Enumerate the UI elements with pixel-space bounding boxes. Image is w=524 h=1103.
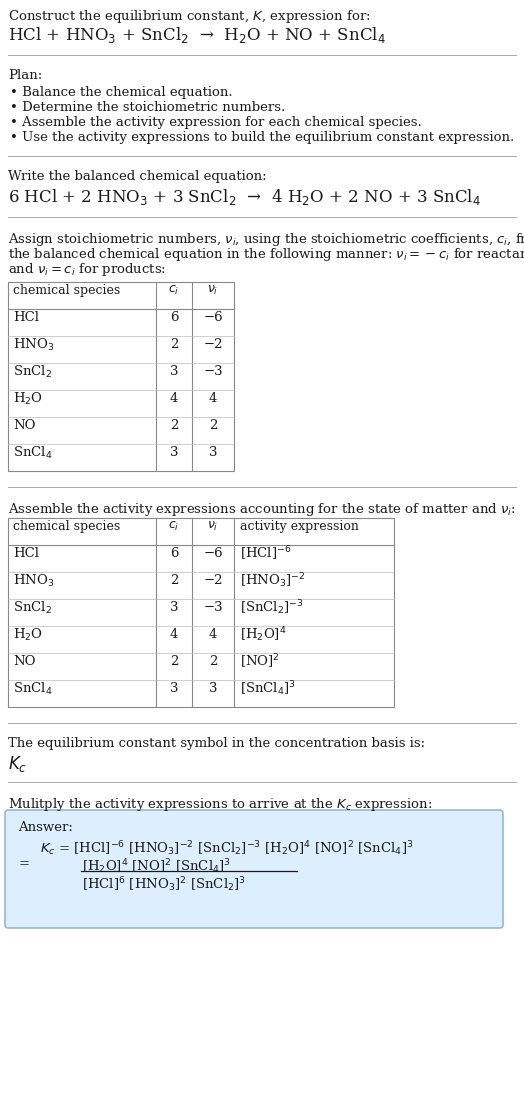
Text: $K_c$: $K_c$: [8, 754, 27, 774]
Text: SnCl$_2$: SnCl$_2$: [13, 599, 52, 615]
Text: and $\nu_i = c_i$ for products:: and $\nu_i = c_i$ for products:: [8, 261, 166, 278]
Text: SnCl$_4$: SnCl$_4$: [13, 445, 52, 461]
Text: 2: 2: [209, 655, 217, 668]
Text: HCl: HCl: [13, 547, 39, 560]
Text: 6: 6: [170, 547, 178, 560]
Text: the balanced chemical equation in the following manner: $\nu_i = -c_i$ for react: the balanced chemical equation in the fo…: [8, 246, 524, 263]
Text: $\nu_i$: $\nu_i$: [208, 520, 219, 533]
Text: [HCl]$^6$ [HNO$_3$]$^2$ [SnCl$_2$]$^3$: [HCl]$^6$ [HNO$_3$]$^2$ [SnCl$_2$]$^3$: [82, 875, 246, 893]
Text: chemical species: chemical species: [13, 283, 120, 297]
Text: • Balance the chemical equation.: • Balance the chemical equation.: [10, 86, 233, 99]
Bar: [8, 282, 234, 471]
Text: 3: 3: [209, 446, 217, 459]
Text: Construct the equilibrium constant, $K$, expression for:: Construct the equilibrium constant, $K$,…: [8, 8, 370, 25]
Text: 2: 2: [170, 419, 178, 432]
Text: 3: 3: [170, 365, 178, 378]
Text: 3: 3: [170, 446, 178, 459]
Text: • Determine the stoichiometric numbers.: • Determine the stoichiometric numbers.: [10, 101, 285, 114]
Text: • Use the activity expressions to build the equilibrium constant expression.: • Use the activity expressions to build …: [10, 131, 514, 144]
Text: H$_2$O: H$_2$O: [13, 627, 43, 643]
Text: chemical species: chemical species: [13, 520, 120, 533]
Text: 2: 2: [170, 574, 178, 587]
Text: 3: 3: [209, 682, 217, 695]
Text: −3: −3: [203, 365, 223, 378]
Text: $c_i$: $c_i$: [168, 520, 180, 533]
Text: HNO$_3$: HNO$_3$: [13, 572, 54, 589]
FancyBboxPatch shape: [5, 810, 503, 928]
Text: HCl + HNO$_3$ + SnCl$_2$  →  H$_2$O + NO + SnCl$_4$: HCl + HNO$_3$ + SnCl$_2$ → H$_2$O + NO +…: [8, 25, 386, 45]
Text: [SnCl$_2$]$^{-3}$: [SnCl$_2$]$^{-3}$: [240, 598, 304, 617]
Text: NO: NO: [13, 419, 36, 432]
Text: [HNO$_3$]$^{-2}$: [HNO$_3$]$^{-2}$: [240, 571, 305, 590]
Text: −2: −2: [203, 574, 223, 587]
Text: Write the balanced chemical equation:: Write the balanced chemical equation:: [8, 170, 267, 183]
Text: H$_2$O: H$_2$O: [13, 390, 43, 407]
Text: 2: 2: [170, 338, 178, 351]
Text: $c_i$: $c_i$: [168, 283, 180, 297]
Text: The equilibrium constant symbol in the concentration basis is:: The equilibrium constant symbol in the c…: [8, 737, 425, 750]
Text: 4: 4: [170, 392, 178, 405]
Text: NO: NO: [13, 655, 36, 668]
Text: 3: 3: [170, 682, 178, 695]
Text: 6 HCl + 2 HNO$_3$ + 3 SnCl$_2$  →  4 H$_2$O + 2 NO + 3 SnCl$_4$: 6 HCl + 2 HNO$_3$ + 3 SnCl$_2$ → 4 H$_2$…: [8, 188, 481, 207]
Text: [H$_2$O]$^4$ [NO]$^2$ [SnCl$_4$]$^3$: [H$_2$O]$^4$ [NO]$^2$ [SnCl$_4$]$^3$: [82, 857, 231, 876]
Text: −3: −3: [203, 601, 223, 614]
Text: Mulitply the activity expressions to arrive at the $K_c$ expression:: Mulitply the activity expressions to arr…: [8, 796, 432, 813]
Text: 4: 4: [209, 628, 217, 641]
Text: =: =: [18, 857, 29, 870]
Text: 4: 4: [170, 628, 178, 641]
Text: [SnCl$_4$]$^3$: [SnCl$_4$]$^3$: [240, 679, 296, 698]
Text: SnCl$_4$: SnCl$_4$: [13, 681, 52, 697]
Text: $K_c$ = [HCl]$^{-6}$ [HNO$_3$]$^{-2}$ [SnCl$_2$]$^{-3}$ [H$_2$O]$^4$ [NO]$^2$ [S: $K_c$ = [HCl]$^{-6}$ [HNO$_3$]$^{-2}$ [S…: [40, 839, 413, 858]
Text: Assemble the activity expressions accounting for the state of matter and $\nu_i$: Assemble the activity expressions accoun…: [8, 501, 516, 518]
Text: • Assemble the activity expression for each chemical species.: • Assemble the activity expression for e…: [10, 116, 422, 129]
Text: 2: 2: [209, 419, 217, 432]
Text: $\nu_i$: $\nu_i$: [208, 283, 219, 297]
Text: 3: 3: [170, 601, 178, 614]
Text: activity expression: activity expression: [240, 520, 359, 533]
Text: 2: 2: [170, 655, 178, 668]
Text: HNO$_3$: HNO$_3$: [13, 336, 54, 353]
Text: −6: −6: [203, 311, 223, 324]
Text: −2: −2: [203, 338, 223, 351]
Bar: [8, 518, 394, 707]
Text: [HCl]$^{-6}$: [HCl]$^{-6}$: [240, 544, 291, 563]
Text: Answer:: Answer:: [18, 821, 73, 834]
Text: [NO]$^2$: [NO]$^2$: [240, 652, 280, 671]
Text: Assign stoichiometric numbers, $\nu_i$, using the stoichiometric coefficients, $: Assign stoichiometric numbers, $\nu_i$, …: [8, 231, 524, 248]
Text: SnCl$_2$: SnCl$_2$: [13, 364, 52, 379]
Text: Plan:: Plan:: [8, 69, 42, 82]
Text: [H$_2$O]$^4$: [H$_2$O]$^4$: [240, 625, 287, 644]
Text: HCl: HCl: [13, 311, 39, 324]
Text: 4: 4: [209, 392, 217, 405]
Text: −6: −6: [203, 547, 223, 560]
Text: 6: 6: [170, 311, 178, 324]
